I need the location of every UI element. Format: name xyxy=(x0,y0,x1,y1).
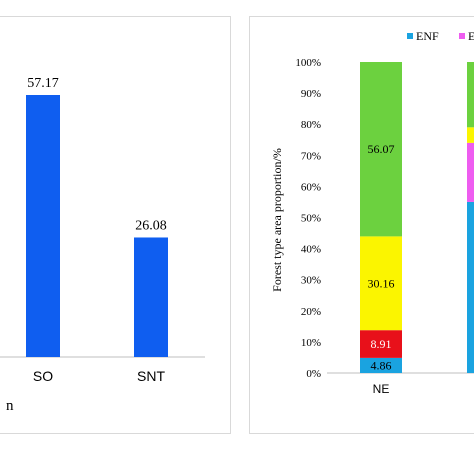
y-tick-label-0: 0% xyxy=(306,368,321,380)
x-tick-label-snt: SNT xyxy=(137,368,165,384)
x-tick-label-so: SO xyxy=(33,368,53,384)
x-tick-label-ne: NE xyxy=(373,382,390,396)
y-tick-label-80: 80% xyxy=(301,119,321,131)
legend-swatch-enf xyxy=(407,33,413,39)
y-tick-label-20: 20% xyxy=(301,306,321,318)
stack-label-ne-1: 8.91 xyxy=(371,337,392,351)
stack-segment-ne-2 xyxy=(360,236,402,331)
right-y-axis-label: Forest type area proportion/% xyxy=(270,148,284,292)
partial-stack-segment-2 xyxy=(467,127,474,143)
y-tick-label-70: 70% xyxy=(301,150,321,162)
y-tick-label-10: 10% xyxy=(301,337,321,349)
partial-stack-segment-3 xyxy=(467,62,474,128)
y-tick-label-50: 50% xyxy=(301,213,321,225)
data-label-snt: 26.08 xyxy=(135,218,167,233)
y-tick-label-60: 60% xyxy=(301,181,321,193)
y-tick-label-90: 90% xyxy=(301,88,321,100)
partial-stack-segment-1 xyxy=(467,142,474,202)
legend-label-enf: ENF xyxy=(416,29,439,43)
y-tick-label-30: 30% xyxy=(301,275,321,287)
stack-label-ne-0: 4.86 xyxy=(371,358,392,372)
stack-label-ne-3: 56.07 xyxy=(368,142,395,156)
legend-label-eb: EB xyxy=(468,29,474,43)
stack-segment-ne-3 xyxy=(360,62,402,237)
partial-stack-segment-0 xyxy=(467,201,474,373)
stack-label-ne-2: 30.16 xyxy=(368,276,395,290)
legend-swatch-eb xyxy=(459,33,465,39)
stack-segment-ne-1 xyxy=(360,330,402,358)
y-tick-label-100: 100% xyxy=(295,57,321,69)
stack-segment-ne-0 xyxy=(360,357,402,373)
bar-snt xyxy=(134,237,168,357)
data-label-so: 57.17 xyxy=(27,76,59,91)
y-tick-label-40: 40% xyxy=(301,244,321,256)
left-x-axis-label: n xyxy=(6,398,14,414)
bar-so xyxy=(26,95,60,357)
